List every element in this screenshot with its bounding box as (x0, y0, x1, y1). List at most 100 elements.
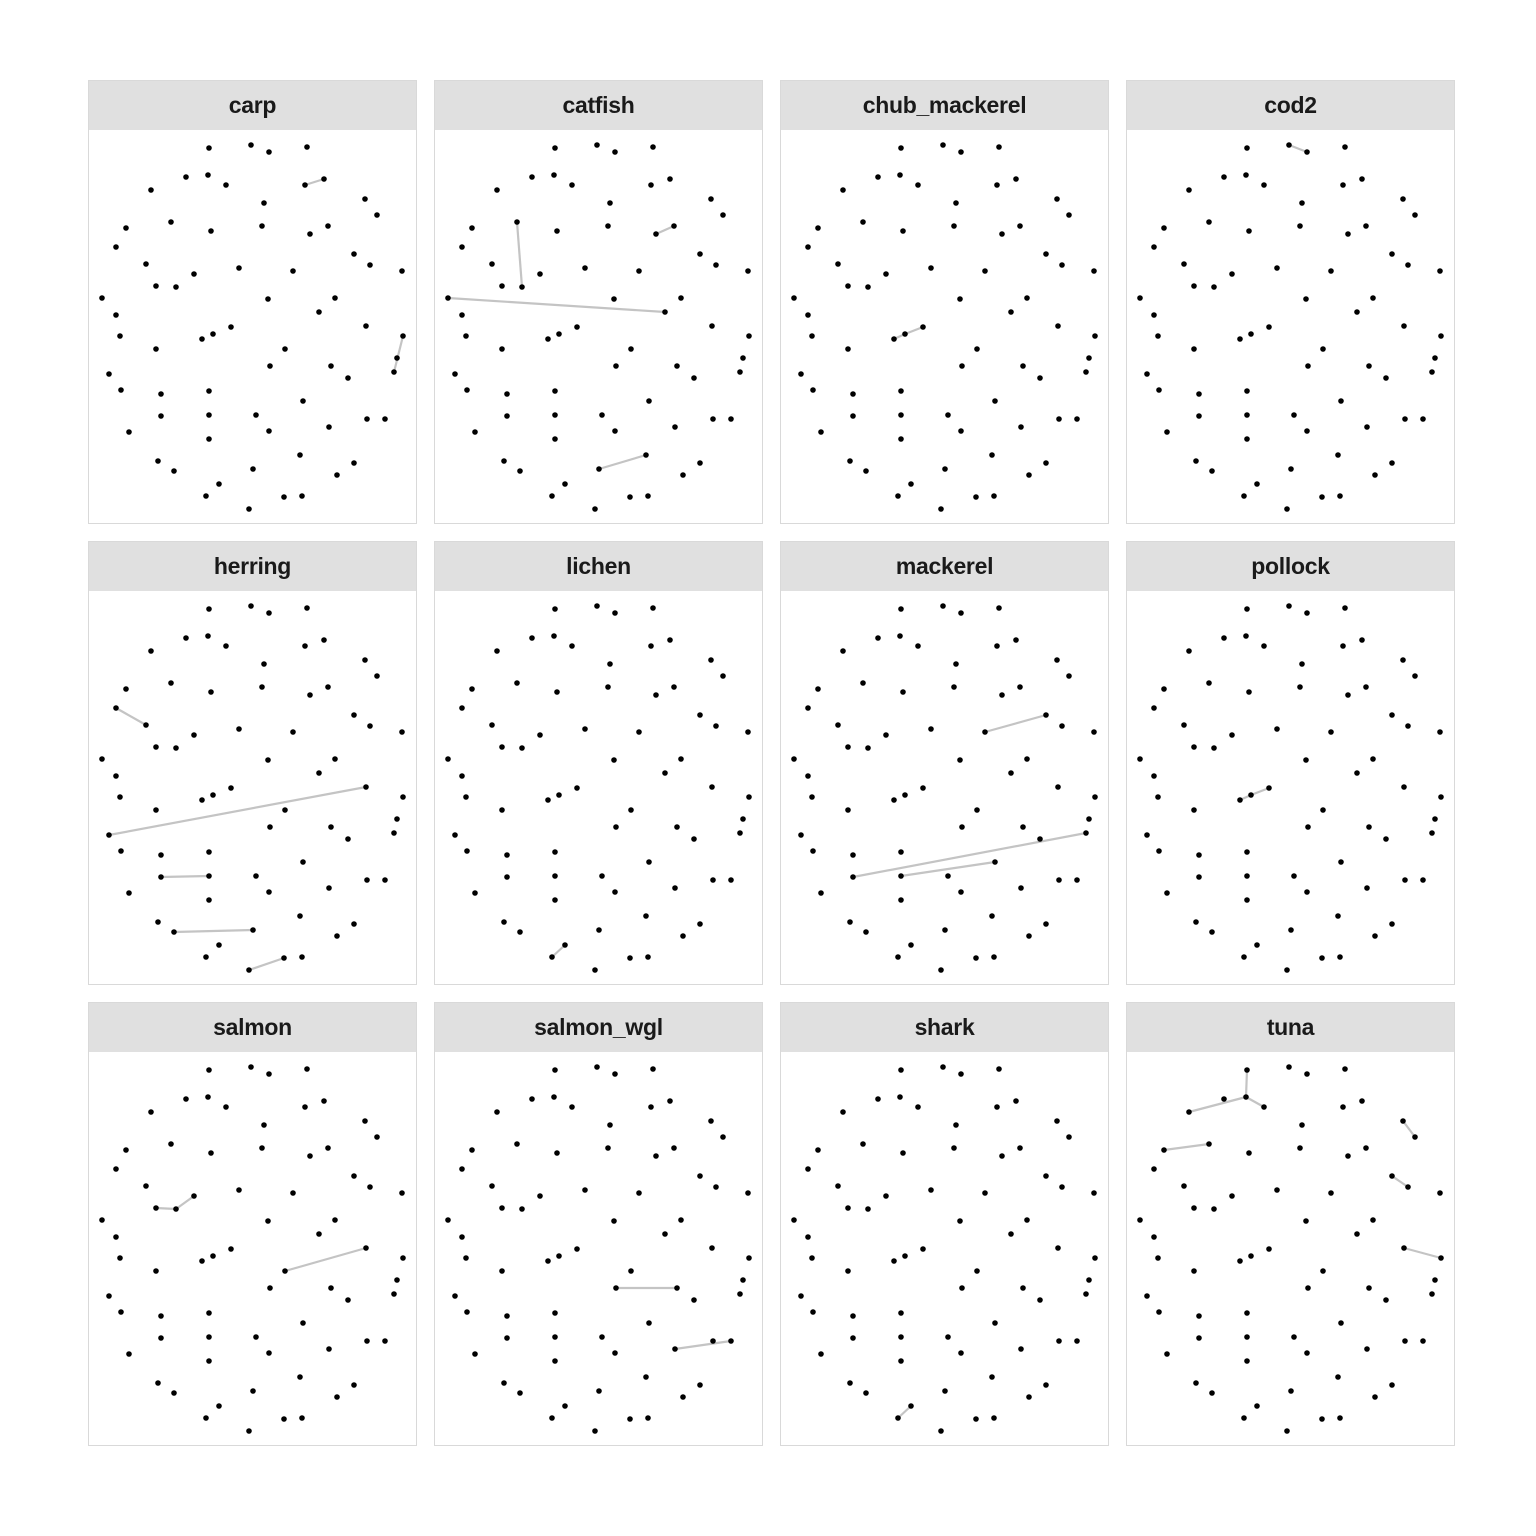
network-node (1043, 1382, 1049, 1388)
network-node (1151, 244, 1157, 250)
network-node (1438, 794, 1444, 800)
network-node (898, 1334, 904, 1340)
network-node (250, 927, 256, 933)
network-node (737, 369, 743, 375)
network-node (117, 794, 123, 800)
network-node (605, 223, 611, 229)
network-node (1337, 1415, 1343, 1421)
network-node (680, 1394, 686, 1400)
network-node (815, 1147, 821, 1153)
network-node (1328, 268, 1334, 274)
network-node (898, 606, 904, 612)
network-edge (1244, 1069, 1249, 1098)
network-node (883, 732, 889, 738)
network-node (302, 643, 308, 649)
network-node (818, 1351, 824, 1357)
network-node (1284, 1428, 1290, 1434)
network-node (153, 283, 159, 289)
network-node (1013, 637, 1019, 643)
network-node (153, 1205, 159, 1211)
network-node (745, 1190, 751, 1196)
network-node (875, 1096, 881, 1102)
network-node (850, 391, 856, 397)
network-node (191, 732, 197, 738)
network-node (958, 428, 964, 434)
network-node (710, 1338, 716, 1344)
network-node (1261, 643, 1267, 649)
network-node (1420, 1338, 1426, 1344)
network-node (594, 603, 600, 609)
network-node (1164, 1351, 1170, 1357)
network-node (203, 1415, 209, 1421)
network-node (345, 836, 351, 842)
network-node (206, 412, 212, 418)
network-node (302, 182, 308, 188)
network-node (582, 726, 588, 732)
network-node (697, 460, 703, 466)
network-node (1155, 1255, 1161, 1261)
network-node (118, 387, 124, 393)
network-node (199, 1258, 205, 1264)
network-node (1246, 689, 1252, 695)
network-node (113, 1234, 119, 1240)
network-node (709, 784, 715, 790)
network-node (908, 942, 914, 948)
network-node (1196, 413, 1202, 419)
network-node (992, 859, 998, 865)
network-node (710, 416, 716, 422)
network-node (1405, 1184, 1411, 1190)
network-node (1008, 309, 1014, 315)
network-node (267, 1285, 273, 1291)
network-node (953, 661, 959, 667)
network-node (953, 1122, 959, 1128)
network-edge (852, 831, 1087, 879)
network-node (1054, 657, 1060, 663)
network-node (1241, 1415, 1247, 1421)
network-node (351, 1382, 357, 1388)
network-node (1026, 472, 1032, 478)
network-node (463, 794, 469, 800)
network-node (1354, 309, 1360, 315)
network-node (556, 1253, 562, 1259)
network-node (958, 889, 964, 895)
network-node (248, 1064, 254, 1070)
network-node (847, 919, 853, 925)
network-node (945, 412, 951, 418)
network-node (1043, 251, 1049, 257)
network-node (898, 388, 904, 394)
network-node (113, 1166, 119, 1172)
network-node (208, 228, 214, 234)
network-node (1244, 145, 1250, 151)
network-node (1363, 684, 1369, 690)
network-node (895, 493, 901, 499)
network-node (452, 1293, 458, 1299)
network-node (1274, 726, 1280, 732)
network-node (304, 144, 310, 150)
network-node (1161, 225, 1167, 231)
network-node (1274, 265, 1280, 271)
network-node (206, 436, 212, 442)
network-node (328, 1285, 334, 1291)
network-node (1191, 807, 1197, 813)
network-node (883, 1193, 889, 1199)
network-node (499, 1205, 505, 1211)
network-node (1354, 770, 1360, 776)
network-node (1286, 1064, 1292, 1070)
network-node (991, 1415, 997, 1421)
network-node (1017, 1145, 1023, 1151)
network-node (1054, 1118, 1060, 1124)
network-node (1246, 228, 1252, 234)
network-node (1156, 387, 1162, 393)
network-node (246, 1428, 252, 1434)
network-node (1338, 859, 1344, 865)
network-node (1248, 1253, 1254, 1259)
network-node (999, 692, 1005, 698)
facet-label: catfish (562, 92, 635, 118)
network-node (1438, 1255, 1444, 1261)
network-node (266, 1350, 272, 1356)
network-node (1359, 176, 1365, 182)
network-node (850, 852, 856, 858)
network-node (607, 661, 613, 667)
network-node (1144, 832, 1150, 838)
network-node (1164, 890, 1170, 896)
